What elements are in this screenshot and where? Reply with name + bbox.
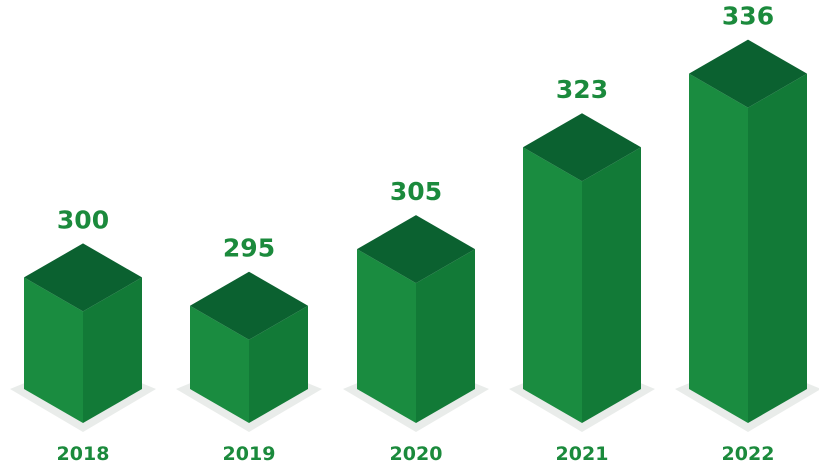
bar-left-face [24, 277, 83, 423]
bar-2022 [675, 39, 819, 432]
bar-top-face [24, 243, 142, 312]
bar-left-face [190, 305, 249, 423]
bar-2018 [10, 243, 156, 432]
bar-right-face [249, 305, 308, 423]
bar-left-face [523, 147, 582, 423]
value-label: 336 [722, 2, 774, 31]
bar-top-face [357, 215, 475, 284]
bar-right-face [83, 277, 142, 423]
bar-top-face [190, 271, 308, 340]
bar-right-face [748, 73, 807, 423]
bar-2020 [343, 215, 489, 432]
bar-top-face [689, 39, 807, 108]
value-label: 323 [556, 75, 608, 104]
category-label: 2018 [57, 443, 110, 465]
bar-2021 [509, 113, 655, 432]
category-label: 2021 [556, 443, 609, 465]
bar-top-face [523, 113, 641, 182]
value-label: 305 [390, 177, 442, 206]
labels-layer: 300 2018 295 2019 305 2020 323 2021 336 2022 [57, 2, 775, 465]
category-label: 2019 [223, 443, 276, 465]
bar-right-face [582, 147, 641, 423]
value-label: 295 [223, 234, 275, 263]
bars-layer [10, 39, 819, 432]
category-label: 2022 [722, 443, 775, 465]
value-label: 300 [57, 205, 109, 234]
bar-right-face [416, 249, 475, 423]
bar-2019 [176, 271, 322, 432]
bar-left-face [357, 249, 416, 423]
category-label: 2020 [390, 443, 443, 465]
bar-left-face [689, 73, 748, 423]
